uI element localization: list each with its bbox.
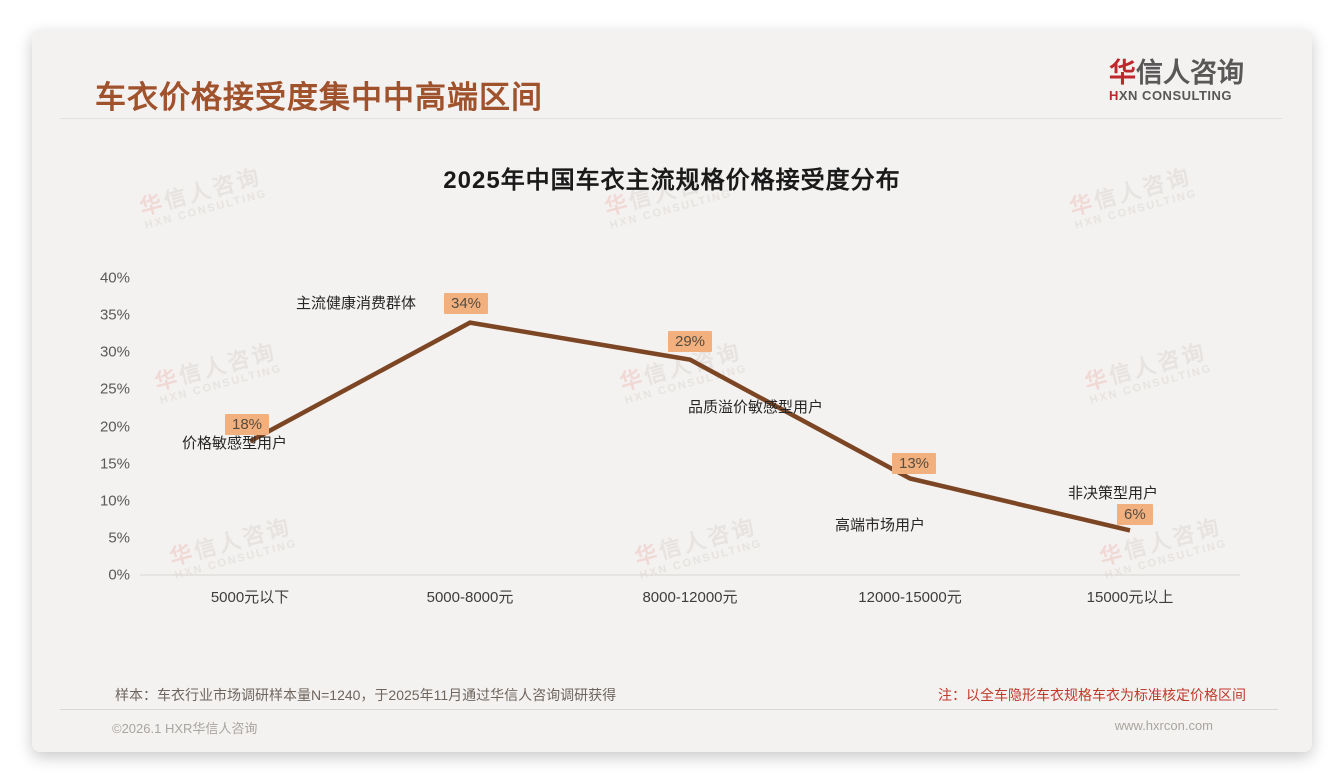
x-tick-label: 12000-15000元 xyxy=(858,589,962,606)
x-tick-label: 5000元以下 xyxy=(210,589,290,606)
data-point-label: 6% xyxy=(1117,504,1153,526)
footer-divider xyxy=(60,709,1278,710)
header-divider xyxy=(60,118,1282,119)
segment-annotation: 非决策型用户 xyxy=(1068,485,1159,502)
y-tick-label: 35% xyxy=(99,306,130,324)
data-point-label: 18% xyxy=(225,414,270,436)
x-tick-label: 8000-12000元 xyxy=(642,589,738,606)
segment-annotation: 高端市场用户 xyxy=(835,517,926,534)
y-tick-label: 10% xyxy=(99,492,130,510)
line-chart xyxy=(140,320,1240,576)
x-tick-label: 15000元以上 xyxy=(1086,589,1174,606)
page-title: 车衣价格接受度集中中高端区间 xyxy=(95,80,543,115)
segment-annotation: 品质溢价敏感型用户 xyxy=(688,399,824,416)
x-tick-label: 5000-8000元 xyxy=(426,589,514,606)
y-tick-label: 5% xyxy=(108,529,130,547)
data-point-label: 34% xyxy=(444,292,489,314)
data-point-label: 29% xyxy=(668,330,713,352)
copyright-text: ©2026.1 HXR华信人咨询 xyxy=(112,721,258,736)
y-tick-label: 0% xyxy=(108,566,130,584)
y-tick-label: 20% xyxy=(99,418,130,435)
data-line xyxy=(248,320,1131,533)
y-tick-label: 15% xyxy=(99,455,130,473)
y-tick-label: 40% xyxy=(99,269,130,287)
website-url: www.hxrcon.com xyxy=(1114,718,1213,733)
segment-annotation: 价格敏感型用户 xyxy=(182,435,288,452)
sample-note: 样本：车衣行业市场调研样本量N=1240，于2025年11月通过华信人咨询调研获… xyxy=(115,687,617,703)
logo-subtext: HXN CONSULTING xyxy=(1109,88,1233,103)
price-note: 注：以全车隐形车衣规格车衣为标准核定价格区间 xyxy=(938,687,1246,703)
y-tick-label: 25% xyxy=(99,380,130,398)
company-logo: 华信人咨询 HXN CONSULTING xyxy=(1109,58,1244,104)
chart-title: 2025年中国车衣主流规格价格接受度分布 xyxy=(443,167,901,194)
logo-brand-text: 华信人咨询 xyxy=(1109,58,1244,88)
data-point-label: 13% xyxy=(892,452,937,474)
y-tick-label: 30% xyxy=(99,343,130,361)
segment-annotation: 主流健康消费群体 xyxy=(296,295,417,312)
report-card: 车衣价格接受度集中中高端区间 华信人咨询 HXN CONSULTING 华信人咨… xyxy=(32,30,1312,752)
